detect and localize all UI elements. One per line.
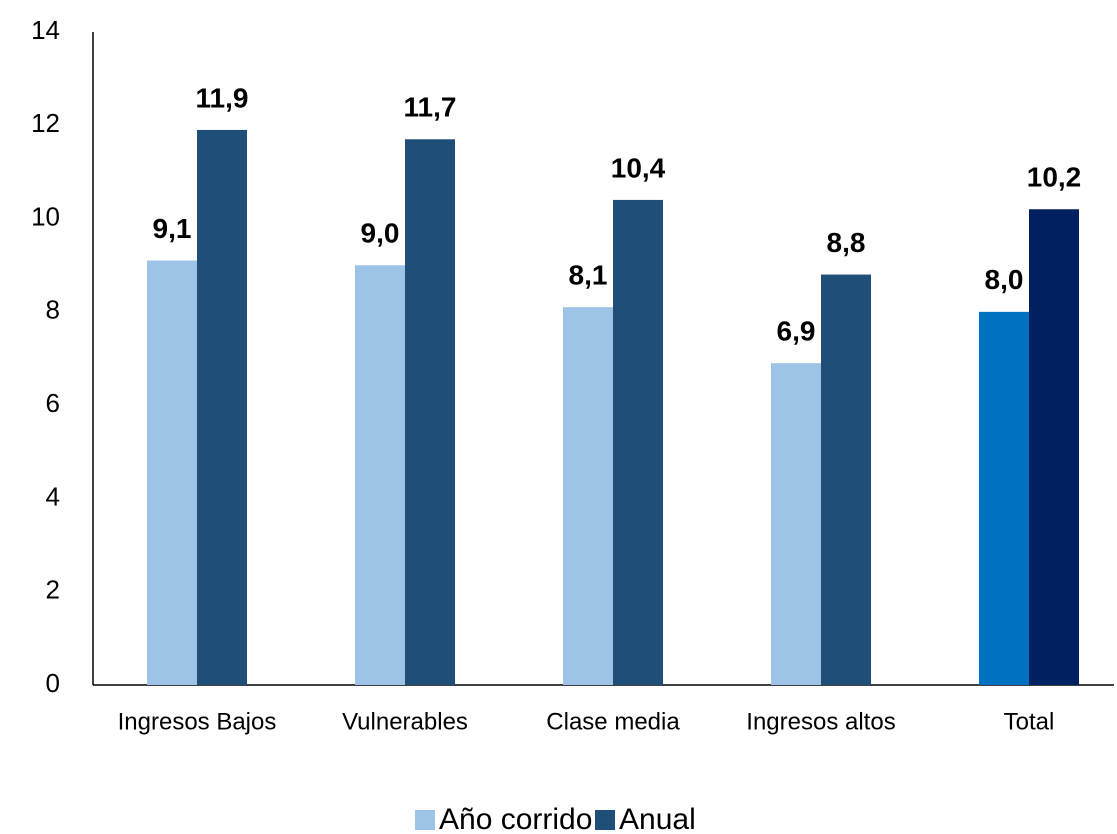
bar [405,139,455,685]
y-tick-label: 2 [46,575,60,605]
y-tick-label: 8 [46,295,60,325]
legend-swatch [595,810,615,830]
bar [197,129,247,685]
bar [613,199,663,685]
bar [771,363,821,685]
y-tick-label: 6 [46,388,60,418]
data-label: 10,2 [1027,162,1082,193]
bar [355,265,405,685]
bar [821,274,871,685]
data-label: 9,1 [153,213,192,244]
bar [1029,209,1079,685]
data-label: 9,0 [361,218,400,249]
bar [563,307,613,685]
data-label: 11,9 [196,82,249,113]
y-tick-label: 4 [46,481,60,511]
y-tick-label: 10 [31,201,60,231]
x-tick-label: Ingresos Bajos [118,708,277,735]
data-label: 8,1 [569,260,608,291]
y-tick-label: 12 [31,108,60,138]
data-label: 6,9 [777,316,816,347]
legend-swatch [415,810,435,830]
bar [979,311,1029,685]
y-tick-label: 0 [46,668,60,698]
x-tick-label: Ingresos altos [746,708,895,735]
data-label: 10,4 [611,152,666,183]
data-label: 11,7 [404,92,457,123]
x-tick-label: Clase media [546,708,680,735]
y-tick-label: 14 [31,15,60,45]
x-tick-label: Vulnerables [342,708,468,735]
legend-label: Anual [619,803,696,834]
legend-label: Año corrido [439,803,592,834]
data-label: 8,0 [985,264,1024,295]
data-label: 8,8 [827,227,866,258]
x-tick-label: Total [1004,708,1055,735]
bar [147,260,197,685]
